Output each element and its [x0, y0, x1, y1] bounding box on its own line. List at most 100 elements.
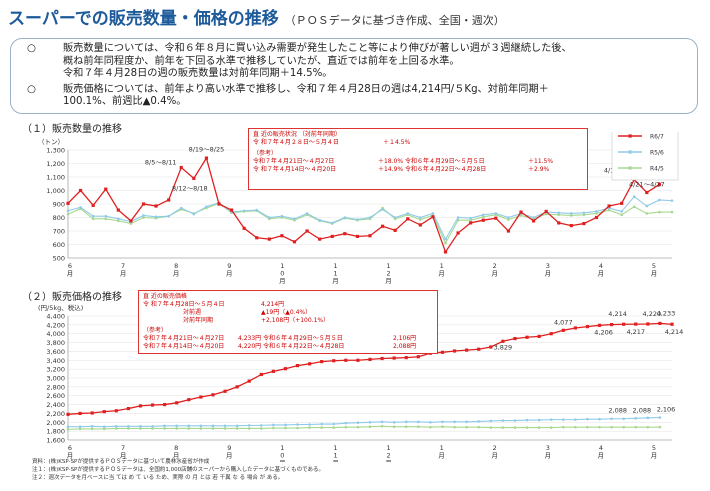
data-point — [569, 224, 573, 228]
data-point — [519, 210, 523, 214]
y-tick-label: 1,600 — [46, 437, 65, 445]
data-point — [531, 219, 536, 223]
data-point — [646, 322, 650, 326]
data-point — [469, 218, 472, 222]
x-month-label: 月 — [438, 270, 445, 278]
x-month-label: 月 — [491, 270, 498, 278]
data-point — [259, 372, 263, 377]
data-point — [163, 427, 166, 430]
data-point — [574, 418, 577, 421]
data-label: 4,077 — [554, 318, 573, 326]
y-tick-label: 3,800 — [46, 339, 65, 347]
info-ref-cell: ＋2.9% — [528, 166, 550, 173]
data-point — [570, 214, 573, 217]
x-month-label: 月 — [226, 452, 233, 460]
data-point — [138, 404, 143, 408]
data-point — [585, 325, 590, 329]
data-point — [632, 195, 636, 198]
info-latest-value: ＋１4.5% — [383, 139, 411, 146]
data-point — [557, 213, 561, 217]
data-point — [211, 427, 215, 430]
data-point — [179, 165, 183, 170]
data-point — [284, 426, 287, 430]
data-point — [507, 216, 510, 219]
info-ref-cell: 令和７年４月21日～４月27日 — [143, 335, 225, 342]
data-point — [126, 406, 130, 411]
summary-line: 販売価格については、前年より高い水準で推移し、令和７年４月28日の週は4,214… — [63, 83, 549, 95]
data-point — [477, 347, 481, 351]
info-ref-row: 令和７年４月21日～４月27日 4,233円 令和６年４月29日～５月５日 2,… — [143, 335, 433, 343]
info-title: 直 近の販売状況 （対前年同期） — [253, 131, 341, 138]
x-month-label: 6 — [68, 444, 72, 452]
info-latest-value: 4,214円 — [261, 301, 285, 308]
data-point — [549, 426, 553, 429]
data-point — [66, 209, 70, 213]
data-point — [645, 212, 649, 215]
data-point — [670, 322, 674, 326]
data-point — [242, 209, 246, 213]
x-month-label: 月 — [332, 277, 339, 285]
data-point — [477, 425, 481, 429]
data-point — [595, 212, 598, 215]
x-month-label: 1 — [333, 270, 337, 278]
page-title: スーパーでの販売数量・価格の推移 （ＰＯＳデータに基づき作成、全国・週次） — [8, 4, 505, 29]
data-point — [513, 336, 517, 341]
y-tick-label: 4,400 — [46, 313, 65, 321]
summary-bullet-quantity: ○ 販売数量については、令和６年８月に買い込み需要が発生したこと等により伸びが著… — [21, 43, 687, 81]
data-point — [380, 420, 384, 424]
data-point — [610, 322, 614, 327]
quantity-info-box: 直 近の販売状況 （対前年同期） 令 和７年４月２８日～５月４日 ＋１4.5% … — [248, 128, 588, 190]
data-point — [66, 412, 70, 416]
x-month-label: 1 — [280, 444, 284, 452]
data-label: 3,829 — [494, 343, 513, 351]
point-annotation: 8/12～8/18 — [172, 184, 208, 192]
section-label-quantity: （１）販売数量の推移 — [22, 124, 122, 135]
data-point — [456, 231, 460, 235]
x-month-label: 8 — [174, 262, 178, 270]
data-point — [392, 425, 396, 429]
data-point — [561, 328, 565, 332]
info-title: 直 近の販売価格 — [143, 293, 187, 300]
x-month-label: 月 — [438, 452, 445, 460]
data-label: 2,088 — [608, 406, 627, 414]
data-point — [151, 427, 154, 430]
data-point — [66, 428, 70, 431]
data-point — [501, 419, 505, 422]
x-month-label: 月 — [332, 459, 339, 462]
data-point — [381, 208, 384, 211]
data-point — [489, 419, 493, 423]
bullet-mark: ○ — [27, 43, 36, 54]
y-tick-label: 3,000 — [46, 375, 65, 383]
data-point — [469, 221, 473, 225]
data-point — [66, 212, 70, 216]
data-point — [632, 205, 636, 208]
data-point — [271, 369, 275, 373]
x-month-label: 月 — [598, 270, 605, 278]
data-point — [267, 237, 271, 241]
data-point — [91, 214, 95, 218]
data-point — [646, 425, 650, 429]
data-point — [320, 360, 324, 364]
x-month-label: 月 — [67, 270, 74, 278]
data-point — [368, 234, 372, 238]
info-ref-cell: 令 和７年４月14日～４月20日 — [253, 166, 337, 173]
data-point — [607, 208, 611, 212]
info-latest-row: 令 和７年４月２８日～５月４日 ＋１4.5% — [253, 139, 583, 147]
data-label: 4,233 — [657, 309, 676, 317]
footnote: 注２：週次データを月ベースに当 ては め て いる ため、実際 の 月 とは 若… — [32, 475, 284, 481]
data-point — [607, 204, 611, 208]
data-point — [139, 424, 142, 428]
data-point — [344, 421, 348, 425]
legend: R6/7 R5/6 R4/5 — [611, 132, 679, 181]
data-point — [283, 367, 288, 371]
point-annotation: 8/19～8/25 — [189, 145, 225, 153]
data-point — [223, 427, 227, 430]
data-point — [330, 234, 334, 238]
data-point — [645, 204, 649, 208]
data-point — [102, 410, 106, 414]
data-point — [465, 348, 469, 352]
info-ref-cell: 2,106円 — [393, 335, 417, 342]
data-point — [537, 426, 541, 429]
data-point — [658, 210, 661, 214]
info-ref-row: 令 和７年４月14日～４月20日 ＋14.9% 令和６年４月22日～４月28日 … — [253, 166, 583, 174]
